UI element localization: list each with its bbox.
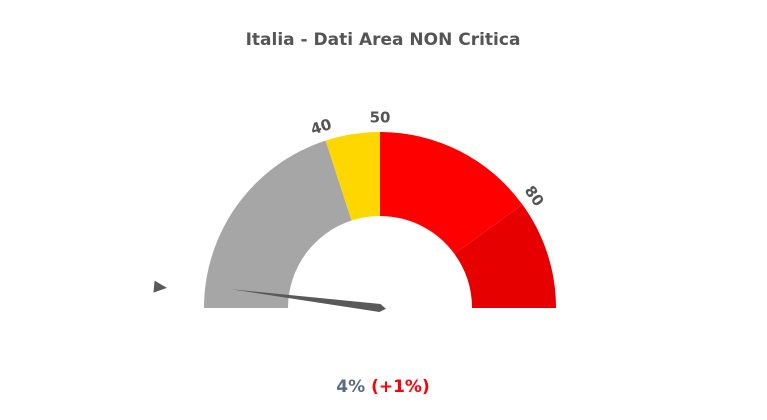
tick-label: 40 bbox=[308, 115, 333, 139]
tick-label: 80 bbox=[521, 182, 548, 209]
chart-title: Italia - Dati Area NON Critica bbox=[246, 30, 521, 50]
gauge-band bbox=[325, 132, 380, 221]
gauge-band bbox=[204, 140, 352, 308]
gauge-band bbox=[454, 204, 556, 308]
tick-label: 50 bbox=[370, 109, 391, 127]
value-label: 4% bbox=[336, 377, 365, 397]
gauge-band bbox=[380, 132, 523, 254]
needle bbox=[231, 289, 386, 312]
readout: 4% (+1%) bbox=[336, 377, 429, 397]
marker bbox=[153, 280, 167, 293]
change-label: (+1%) bbox=[371, 377, 430, 397]
